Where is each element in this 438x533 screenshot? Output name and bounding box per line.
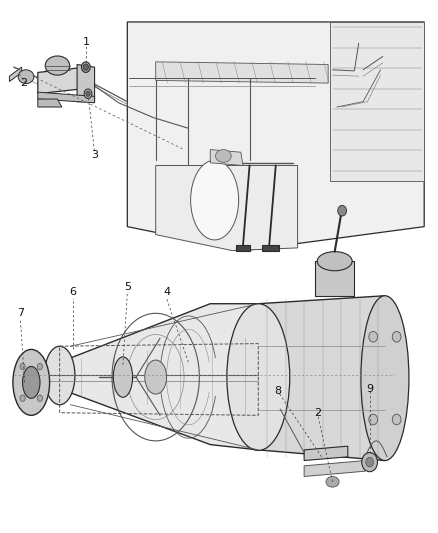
Polygon shape xyxy=(77,64,95,102)
Text: 2: 2 xyxy=(314,408,321,418)
Ellipse shape xyxy=(215,150,231,163)
Text: 5: 5 xyxy=(124,282,131,292)
Polygon shape xyxy=(330,22,424,181)
Ellipse shape xyxy=(191,160,239,240)
Polygon shape xyxy=(304,446,348,461)
Text: 9: 9 xyxy=(366,384,373,394)
Ellipse shape xyxy=(45,56,70,75)
Polygon shape xyxy=(236,245,251,251)
Polygon shape xyxy=(38,92,95,103)
Polygon shape xyxy=(60,304,258,450)
Ellipse shape xyxy=(145,360,166,394)
Ellipse shape xyxy=(338,205,346,216)
Polygon shape xyxy=(155,165,297,251)
Polygon shape xyxy=(304,461,365,477)
Ellipse shape xyxy=(13,350,49,415)
Circle shape xyxy=(37,395,42,401)
Ellipse shape xyxy=(113,357,133,397)
Text: 7: 7 xyxy=(17,308,24,318)
Polygon shape xyxy=(155,62,328,83)
Text: 4: 4 xyxy=(163,287,170,297)
Ellipse shape xyxy=(18,70,34,84)
Circle shape xyxy=(392,332,401,342)
Ellipse shape xyxy=(44,346,75,405)
Ellipse shape xyxy=(227,304,290,450)
Polygon shape xyxy=(10,67,21,82)
Circle shape xyxy=(86,91,90,96)
Ellipse shape xyxy=(317,252,352,271)
Text: 6: 6 xyxy=(69,287,76,297)
Polygon shape xyxy=(262,245,279,251)
Circle shape xyxy=(37,364,42,370)
Text: 2: 2 xyxy=(20,78,27,88)
Text: 1: 1 xyxy=(82,37,89,46)
Text: 3: 3 xyxy=(91,150,98,160)
Polygon shape xyxy=(315,261,354,296)
Ellipse shape xyxy=(361,296,409,461)
Circle shape xyxy=(20,364,25,370)
Circle shape xyxy=(369,414,378,425)
Ellipse shape xyxy=(22,367,40,398)
Circle shape xyxy=(362,453,378,472)
Circle shape xyxy=(366,457,374,467)
Ellipse shape xyxy=(326,477,339,487)
Circle shape xyxy=(392,414,401,425)
Polygon shape xyxy=(38,67,86,94)
Circle shape xyxy=(369,332,378,342)
Circle shape xyxy=(83,64,88,70)
Polygon shape xyxy=(38,99,62,107)
Circle shape xyxy=(84,89,92,99)
Polygon shape xyxy=(210,150,243,165)
Circle shape xyxy=(81,62,90,72)
Text: 8: 8 xyxy=(274,386,282,397)
Circle shape xyxy=(20,395,25,401)
Polygon shape xyxy=(258,296,385,461)
Polygon shape xyxy=(127,22,424,251)
